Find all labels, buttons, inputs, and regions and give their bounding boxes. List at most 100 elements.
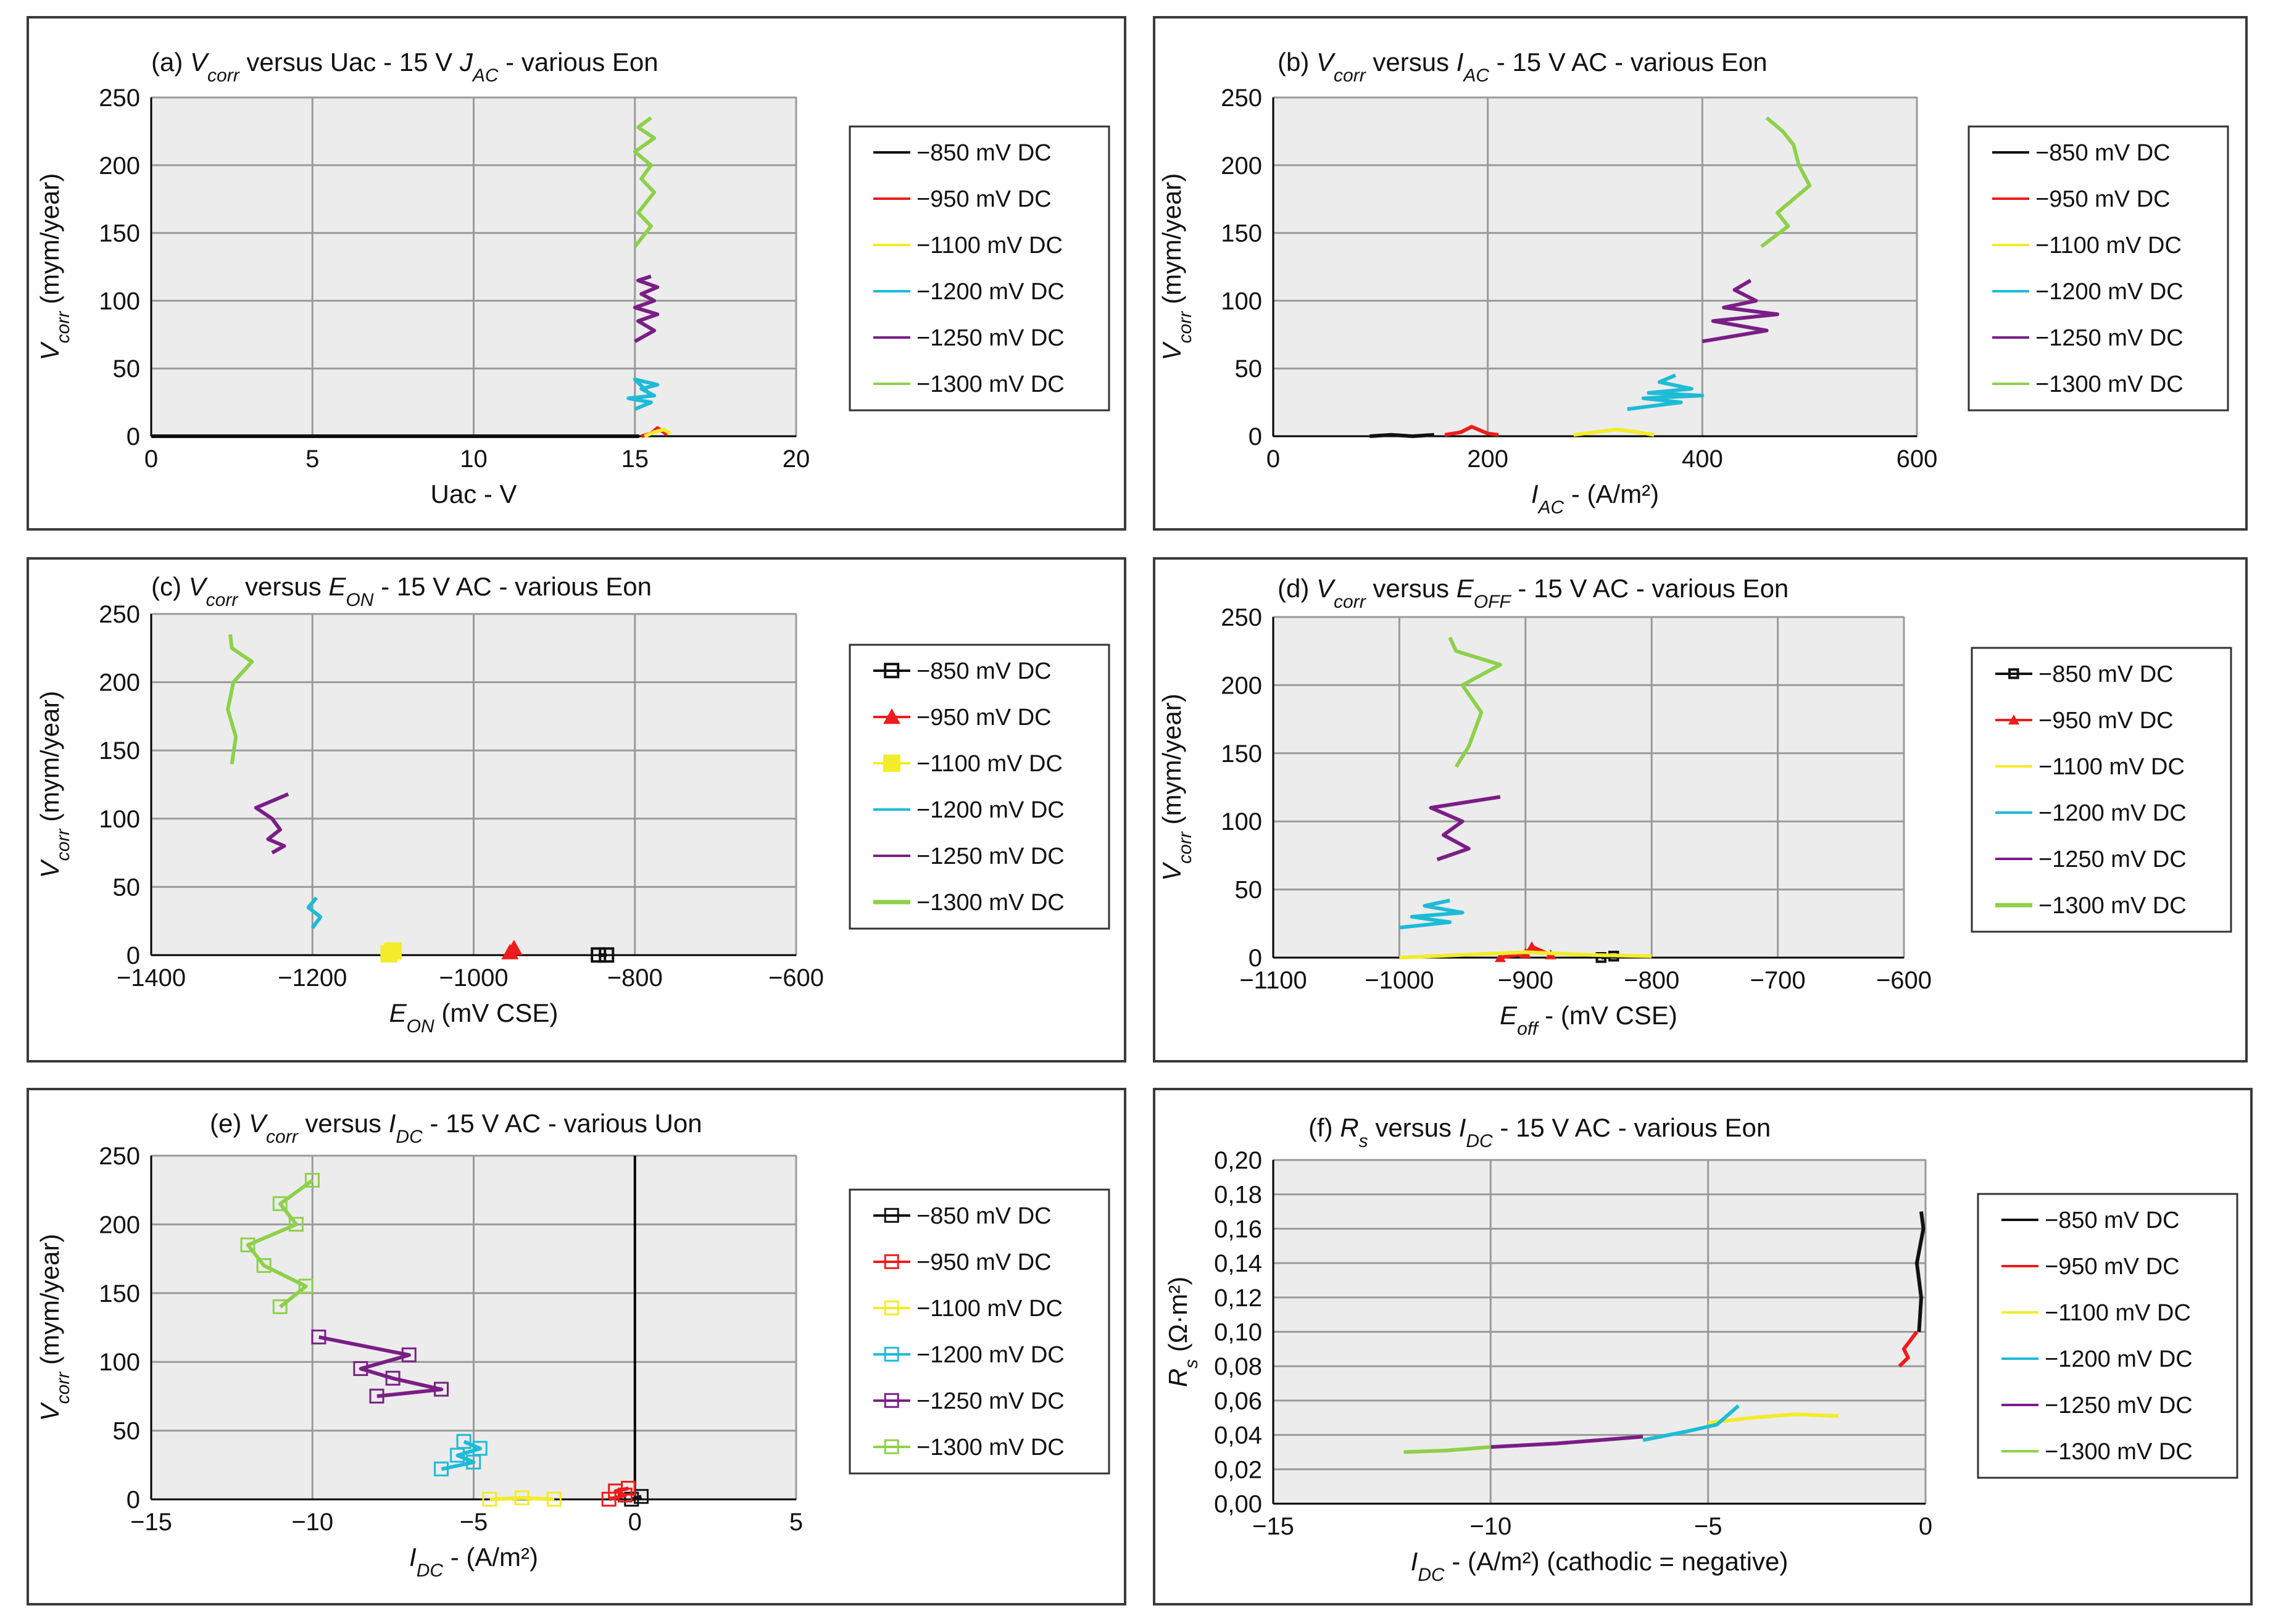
panel-b-series-m850 [1369,433,1434,438]
panel-d-ytick-label: 150 [1221,740,1262,768]
panel-e-point-m1250 [369,1388,384,1404]
panel-c-legend-label: −1250 mV DC [916,843,1065,869]
panel-e-legend-label: −1300 mV DC [916,1435,1065,1460]
panel-b-legend-label: −950 mV DC [2035,186,2171,212]
panel-c-legend-marker [883,755,900,772]
panel-e-point-m1300 [272,1196,288,1211]
panel-a-xtick-label: 5 [305,445,319,473]
panel-e-series-m850 [631,1494,642,1501]
panel-d-legend-label: −850 mV DC [2038,661,2174,687]
panel-f-content: −15 −10 −5 0 0,00 0,02 0,04 0,06 0,08 0,10 0,12 0,1… [1163,1113,2238,1585]
panel-b-content: 0 200 400 600 0 50 100 150 200 250 IAC - (A/m²) Vco… [1157,48,2229,518]
panel-d-legend-marker [2008,715,2019,725]
panel-c-ytick-label: 150 [99,737,140,764]
panel-e-point-m1250 [401,1347,417,1362]
panel-a-xtick-label: 15 [621,445,649,473]
panel-d-series-m1200 [1399,898,1465,930]
panel-e-point-m1300 [304,1172,320,1188]
panel-d-xtick-label: −900 [1498,967,1553,994]
panel-e-point-m1300 [240,1237,256,1253]
panel-a-ytick-label: 50 [113,355,141,383]
panel-e-legend-marker [884,1254,899,1269]
panel-b-ytick-label: 50 [1235,355,1263,383]
panel-e-point-m950 [621,1480,636,1496]
panel-b-ytick-label: 150 [1221,220,1262,247]
panel-d-legend-label: −950 mV DC [2038,708,2174,734]
panel-c-content: −1400 −1200 −1000 −800 −600 0 50 100 150 200 250 EO… [35,572,1110,1037]
panel-f-legend-label: −1200 mV DC [2045,1346,2193,1372]
panel-e-title: (e) Vcorr versus IDC - 15 V AC - various… [210,1109,702,1147]
panel-b-ytick-label: 200 [1221,152,1262,180]
panel-a-legend-label: −1100 mV DC [916,233,1063,259]
panel-a-title: (a) Vcorr versus Uac - 15 V JAC - variou… [151,48,659,86]
panel-e-legend-label: −1100 mV DC [916,1296,1063,1322]
panel-d-y-axis-title: Vcorr (mym/year) [1157,694,1195,881]
panel-d-legend-label: −1200 mV DC [2038,800,2187,826]
panel-f-ytick-label: 0,16 [1214,1216,1262,1243]
panel-c-point-m950 [505,939,523,956]
panel-d-legend-marker [2008,668,2019,679]
panel-d-ytick-label: 100 [1221,808,1262,835]
panel-d-x-axis-title: Eoff - (mV CSE) [1500,1001,1677,1039]
panel-a-y-axis-title: Vcorr (mym/year) [35,173,73,361]
panel-d-xtick-label: −1000 [1365,967,1434,994]
panel-b-ytick-label: 0 [1249,423,1262,450]
panel-b-series-m950 [1444,425,1499,437]
panel-b-x-axis-title: IAC - (A/m²) [1531,479,1659,518]
panel-f-xtick-label: 0 [1919,1513,1932,1540]
panel-d-content: −1100 −1000 −900 −800 −700 −600 0 50 100 150 200 25… [1157,574,2232,1039]
panel-b-xtick-label: 600 [1897,445,1938,473]
panel-e-series-m1200 [441,1440,482,1471]
panel-f: −15 −10 −5 0 0,00 0,02 0,04 0,06 0,08 0,10 0,12 0,1… [1153,1088,2253,1605]
panel-c-xtick-label: −1000 [439,964,508,992]
panel-a-series-m1100 [644,428,671,438]
panel-c-point-m1100 [384,942,402,960]
panel-e-legend-label: −1250 mV DC [916,1388,1065,1414]
panel-c-series-m1200 [306,897,323,929]
panel-f-legend-label: −950 mV DC [2045,1254,2180,1280]
panel-f-ytick-label: 0,00 [1214,1491,1262,1518]
panel-e-point-m1300 [256,1257,272,1273]
panel-b-series-m1200 [1627,373,1705,412]
panel-a-legend-label: −1250 mV DC [916,325,1065,351]
panel-c-legend [849,644,1110,930]
panel-e-point-m1200 [433,1461,449,1477]
panel-c-legend-marker [883,708,900,724]
panel-c-legend-label: −850 mV DC [916,658,1052,684]
panel-a-legend-label: −1200 mV DC [916,279,1065,305]
panel-e-point-m1300 [272,1299,288,1314]
panel-a-series-m1300 [633,116,657,248]
panel-f-ytick-label: 0,08 [1214,1353,1262,1380]
panel-b-series-m1300 [1760,116,1812,248]
panel-b-title: (b) Vcorr versus IAC - 15 V AC - various… [1278,48,1768,86]
panel-f-legend-label: −1300 mV DC [2045,1439,2193,1465]
panel-a-series-m1250 [633,275,660,343]
panel-b: 0 200 400 600 0 50 100 150 200 250 IAC - (A/m²) Vco… [1153,16,2248,531]
panel-a-ytick-label: 250 [99,85,140,112]
panel-f-series-m1200 [1642,1404,1740,1442]
panel-c-legend-label: −1200 mV DC [916,797,1065,823]
panel-f-ytick-label: 0,12 [1214,1285,1262,1312]
panel-c-legend-label: −1300 mV DC [916,890,1065,916]
panel-f-ytick-label: 0,02 [1214,1456,1262,1483]
panel-b-y-axis-title: Vcorr (mym/year) [1157,173,1195,361]
panel-e-point-m1100 [482,1491,497,1507]
panel-f-series-m1250 [1490,1435,1643,1449]
panel-c-series-m1250 [254,792,289,855]
panel-f-ytick-label: 0,06 [1214,1388,1262,1415]
panel-e-ytick-label: 150 [99,1280,140,1307]
panel-b-xtick-label: 400 [1682,445,1723,473]
panel-a-series-m1200 [626,377,660,411]
panel-c-point-m850 [599,947,615,963]
panel-a-ytick-label: 200 [99,152,140,180]
panel-f-legend-label: −850 mV DC [2045,1208,2180,1233]
panel-a-x-axis-title: Uac - V [430,479,517,508]
panel-e-y-axis-title: Vcorr (mym/year) [35,1234,73,1422]
panel-f-ytick-label: 0,20 [1214,1147,1262,1174]
panel-e-xtick-label: −15 [130,1509,172,1536]
panel-d-legend-label: −1300 mV DC [2038,893,2187,919]
panel-f-series-m1300 [1403,1445,1491,1454]
panel-a-legend-label: −1300 mV DC [916,371,1065,397]
